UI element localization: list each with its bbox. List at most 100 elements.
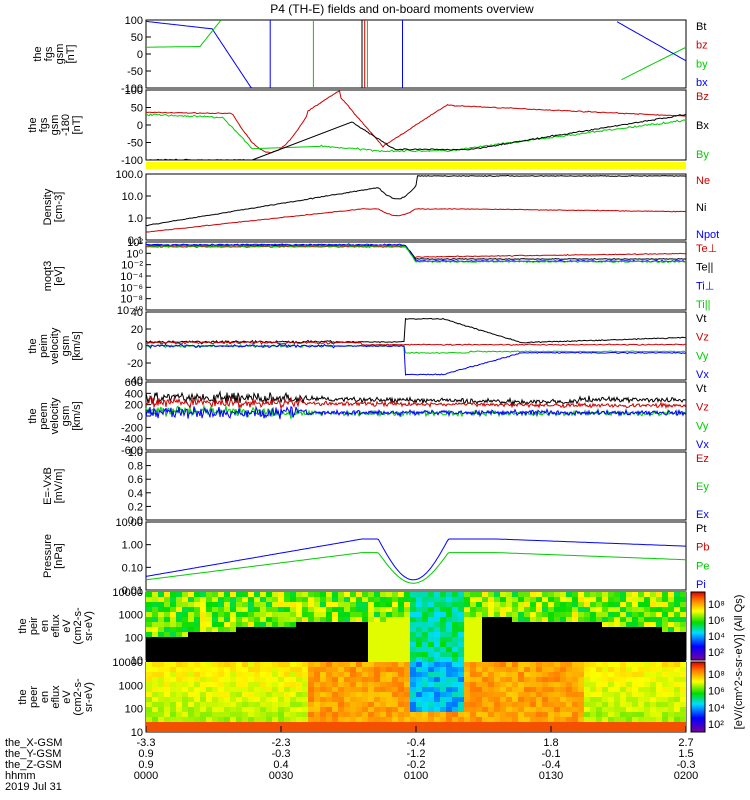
colorbar-tick: 10⁶ [708, 686, 725, 698]
y-axis-label: gsm [60, 406, 72, 427]
legend-entry: Vx [696, 369, 709, 381]
y-tick-label: 10.0 [122, 191, 143, 203]
legend-entry: Pi [696, 579, 706, 591]
colorbar-tick: 10⁶ [708, 615, 725, 627]
x-tick-label: -1.2 [407, 748, 426, 760]
colorbar-tick: 10⁴ [708, 702, 725, 714]
y-axis-label: fgs [43, 46, 55, 61]
y-tick-label: 0.4 [128, 488, 143, 500]
y-axis-label: sr-eV) [83, 611, 95, 641]
legend-entry: Te|| [696, 262, 713, 274]
series-line [145, 245, 687, 260]
x-tick-label: 0030 [269, 770, 293, 782]
series-line [145, 552, 686, 584]
y-tick-label: 1000 [119, 610, 143, 622]
y-axis-label: [nPa] [53, 543, 65, 569]
y-tick-label: 10² [127, 237, 143, 249]
legend-entry: bz [696, 40, 708, 52]
x-tick-label: -2.3 [272, 737, 291, 749]
colorbar [690, 661, 706, 733]
legend-entry: Npot [696, 229, 719, 241]
y-tick-label: 1.00 [122, 540, 143, 552]
y-tick-label: 10⁰ [126, 248, 143, 260]
y-tick-label: 1.0 [128, 447, 143, 459]
y-tick-label: 50 [131, 103, 143, 115]
y-axis-label: en [39, 620, 51, 632]
y-tick-label: 400 [125, 388, 143, 400]
y-tick-label: 0 [137, 341, 143, 353]
legend-entry: bx [696, 77, 708, 89]
legend-entry: Pe [696, 560, 709, 572]
y-axis-label: Pressure [42, 534, 54, 578]
legend-entry: Bz [696, 91, 709, 103]
series-line [145, 89, 687, 154]
legend-entry: Ex [696, 509, 709, 521]
y-tick-label: -100 [121, 155, 143, 167]
y-tick-label: -400 [121, 434, 143, 446]
y-axis-label: [eV] [53, 266, 65, 286]
y-tick-label: 20 [131, 324, 143, 336]
legend-entry: Pb [696, 542, 709, 554]
colorbar-label: [eV/(cm^2-s-sr-eV)] (All Qs) [733, 595, 745, 730]
series-line [145, 244, 687, 263]
plot-title: P4 (TH-E) fields and on-board moments ov… [270, 2, 534, 16]
y-tick-label: 50 [131, 32, 143, 44]
y-tick-label: 0.8 [128, 461, 143, 473]
y-tick-label: 10000 [112, 657, 143, 669]
x-row-label: the_X-GSM [5, 737, 62, 749]
y-tick-label: 10⁻⁴ [120, 271, 143, 283]
legend-entry: Vt [696, 383, 706, 395]
y-tick-label: -200 [121, 422, 143, 434]
y-tick-label: 100 [125, 85, 143, 97]
status-bar [146, 162, 686, 169]
x-tick-label: -0.4 [542, 759, 561, 771]
panel-frame [145, 241, 687, 311]
x-tick-label: -0.3 [272, 748, 291, 760]
y-tick-label: 0 [137, 411, 143, 423]
y-axis-label: peer [28, 686, 40, 708]
legend-entry: Vy [696, 420, 709, 432]
legend-entry: Vz [696, 332, 709, 344]
legend-entry: Ti⊥ [696, 280, 714, 292]
x-tick-label: 0.4 [273, 759, 288, 771]
y-tick-label: 10 [131, 655, 143, 667]
y-axis-label: sr-eV) [83, 682, 95, 712]
y-axis-label: the [27, 338, 39, 353]
y-axis-label: the [27, 117, 39, 132]
panel-frame [145, 521, 687, 591]
y-tick-label: 0 [137, 120, 143, 132]
y-axis-label: the [27, 408, 39, 423]
y-tick-label: 1000 [119, 680, 143, 692]
series-line [621, 46, 687, 81]
y-tick-label: 0.01 [122, 585, 143, 597]
series-line [145, 538, 686, 581]
y-tick-label: 1.0 [128, 213, 143, 225]
series-line [145, 343, 687, 376]
y-tick-label: -40 [127, 375, 143, 387]
y-tick-label: -600 [121, 445, 143, 457]
legend-entry: Vy [696, 350, 709, 362]
y-tick-label: 0.0 [128, 515, 143, 527]
y-axis-label: peir [28, 616, 40, 635]
y-axis-label: the [17, 618, 29, 633]
series-line [145, 390, 687, 406]
y-axis-label: gsm [49, 115, 61, 136]
time-axis: -3.30.90.90000-2.3-0.30.40030-0.4-1.2-0.… [5, 726, 698, 793]
series-line [146, 113, 687, 161]
y-axis-label: [km/s] [71, 401, 83, 430]
x-tick-label: -0.2 [407, 759, 426, 771]
x-tick-label: 0.9 [138, 748, 153, 760]
y-tick-label: 10⁻¹⁰ [117, 305, 144, 317]
series-line [616, 21, 687, 62]
y-tick-label: 100 [125, 704, 143, 716]
y-tick-label: 200 [125, 400, 143, 412]
y-axis-label: peem [38, 402, 50, 430]
y-axis-label: eV [61, 690, 73, 704]
y-tick-label: -50 [127, 138, 143, 150]
y-axis-label: velocity [49, 327, 61, 364]
panel-frame [145, 173, 687, 241]
spectrogram [146, 592, 686, 662]
series-line [145, 208, 687, 233]
series-line [145, 405, 687, 420]
